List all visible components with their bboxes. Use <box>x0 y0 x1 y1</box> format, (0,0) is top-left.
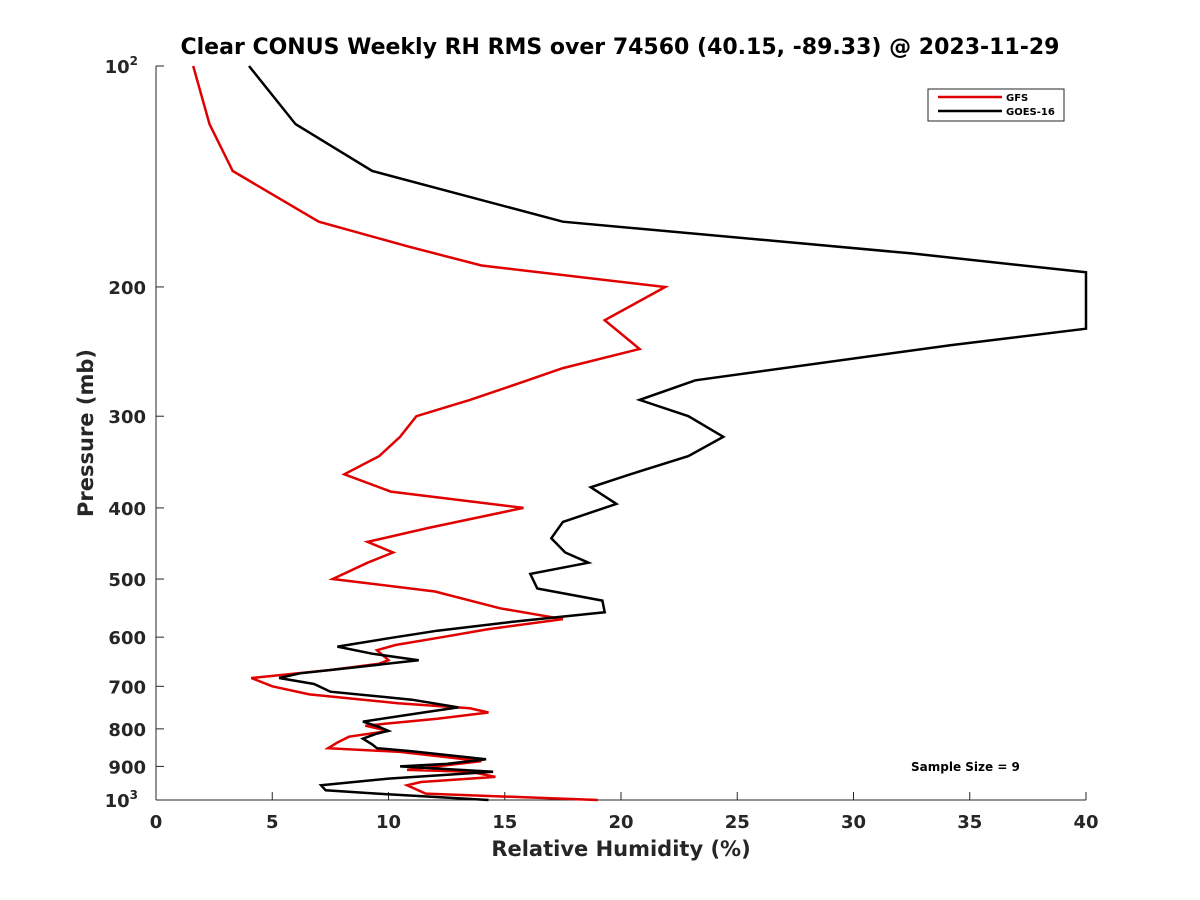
y-axis-label: Pressure (mb) <box>74 349 98 517</box>
sample-size-annotation: Sample Size = 9 <box>911 760 1020 774</box>
legend: GFS GOES-16 <box>927 88 1065 122</box>
chart-title: Clear CONUS Weekly RH RMS over 74560 (40… <box>181 35 1060 60</box>
y-tick-label: 700 <box>108 677 146 698</box>
x-tick-label: 25 <box>725 812 750 833</box>
y-ticks: 102 200 300 400 500 600 700 800 900 103 <box>105 54 164 812</box>
legend-box <box>927 88 1065 122</box>
x-tick-label: 20 <box>608 812 633 833</box>
x-axis-label: Relative Humidity (%) <box>491 837 750 861</box>
y-tick-label: 600 <box>108 628 146 649</box>
x-tick-label: 0 <box>150 812 163 833</box>
x-tick-label: 35 <box>957 812 982 833</box>
y-tick-label: 102 <box>105 54 138 78</box>
y-tick-label: 200 <box>108 278 146 299</box>
y-tick-label: 900 <box>108 757 146 778</box>
series-line-gfs <box>191 65 670 802</box>
y-tick-label: 103 <box>105 788 138 812</box>
x-tick-label: 30 <box>841 812 866 833</box>
series-line-goes16 <box>248 65 1088 802</box>
x-tick-label: 15 <box>492 812 517 833</box>
x-tick-label: 10 <box>376 812 401 833</box>
series-group <box>191 65 1088 802</box>
x-tick-label: 40 <box>1073 812 1098 833</box>
x-ticks: 0 5 10 15 20 25 30 35 40 <box>150 792 1099 833</box>
y-tick-label: 500 <box>108 570 146 591</box>
y-tick-label: 300 <box>108 407 146 428</box>
y-tick-label: 800 <box>108 720 146 741</box>
legend-label-goes16: GOES-16 <box>1006 107 1055 118</box>
legend-label-gfs: GFS <box>1006 93 1028 104</box>
plot-area <box>155 66 1086 801</box>
y-tick-label: 400 <box>108 499 146 520</box>
x-tick-label: 5 <box>266 812 279 833</box>
